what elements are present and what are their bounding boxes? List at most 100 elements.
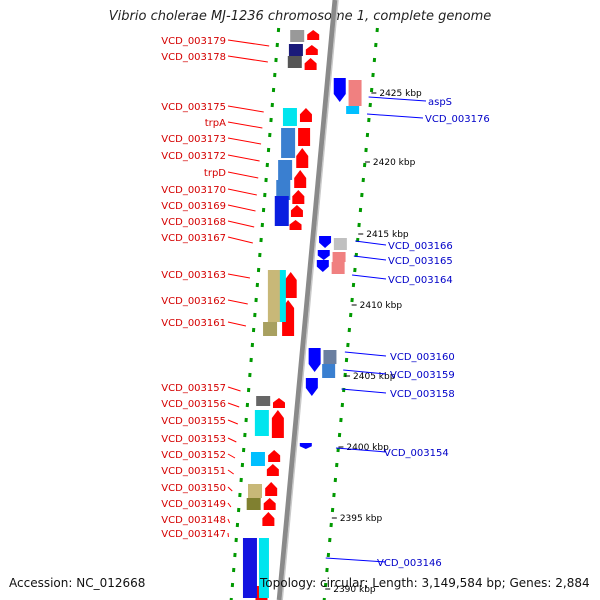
reverse-gene bbox=[333, 238, 347, 250]
left-leader-line bbox=[227, 299, 248, 305]
stats-text: Topology: circular; Length: 3,149,584 bp… bbox=[260, 576, 590, 590]
left-gene-label: VCD_003147 bbox=[161, 529, 226, 540]
left-gene-label: VCD_003161 bbox=[161, 318, 226, 329]
left-leader-line bbox=[227, 437, 237, 443]
left-leader-line bbox=[227, 55, 268, 63]
reverse-gene bbox=[308, 348, 321, 372]
right-leader-line bbox=[344, 351, 387, 357]
right-leader-line bbox=[353, 255, 387, 261]
right-leader-line bbox=[325, 557, 387, 563]
reverse-gene bbox=[346, 106, 360, 114]
right-gene-label: VCD_003176 bbox=[425, 114, 490, 125]
forward-gene bbox=[266, 464, 279, 476]
forward-gene bbox=[274, 196, 289, 226]
forward-gene bbox=[278, 160, 293, 180]
right-gene-label: VCD_003165 bbox=[388, 256, 453, 267]
forward-gene bbox=[267, 270, 282, 322]
accession-text: Accession: NC_012668 bbox=[9, 576, 146, 590]
left-leader-line bbox=[227, 419, 238, 425]
forward-gene bbox=[276, 180, 291, 200]
left-leader-line bbox=[227, 321, 247, 327]
backbone-highlight bbox=[281, 0, 339, 600]
left-leader-line bbox=[227, 273, 251, 279]
right-gene-label: VCD_003158 bbox=[390, 389, 455, 400]
left-leader-line bbox=[227, 518, 231, 524]
kbp-label: 2420 kbp bbox=[373, 158, 416, 168]
left-leader-line bbox=[227, 402, 240, 408]
forward-gene bbox=[268, 450, 281, 462]
forward-gene bbox=[254, 410, 269, 436]
forward-gene bbox=[246, 498, 261, 510]
reverse-gene bbox=[348, 80, 362, 106]
left-gene-label: VCD_003170 bbox=[161, 185, 226, 196]
left-gene-label: VCD_003153 bbox=[161, 434, 226, 445]
kbp-label: 2415 kbp bbox=[366, 230, 409, 240]
left-leader-line bbox=[227, 105, 264, 113]
forward-gene bbox=[287, 56, 302, 68]
forward-gene bbox=[250, 452, 265, 466]
forward-gene bbox=[265, 482, 278, 496]
forward-gene bbox=[247, 484, 262, 498]
kbp-label: 2405 kbp bbox=[353, 372, 396, 382]
left-gene-label: VCD_003179 bbox=[161, 36, 226, 47]
left-gene-label: VCD_003150 bbox=[161, 483, 226, 494]
right-gene-label: VCD_003154 bbox=[384, 448, 449, 459]
left-leader-line bbox=[227, 39, 270, 47]
right-leader-line bbox=[366, 113, 424, 119]
left-leader-line bbox=[227, 204, 256, 212]
forward-gene bbox=[272, 398, 285, 408]
right-leader-line bbox=[355, 240, 387, 246]
left-leader-line bbox=[227, 171, 259, 179]
reverse-gene bbox=[319, 236, 332, 248]
left-gene-label: VCD_003157 bbox=[161, 383, 226, 394]
right-gene-label: VCD_003166 bbox=[388, 241, 453, 252]
forward-gene bbox=[282, 108, 297, 126]
forward-gene bbox=[258, 538, 269, 598]
left-leader-line bbox=[227, 188, 257, 196]
map-title: Vibrio cholerae MJ-1236 chromosome 1, co… bbox=[108, 9, 492, 24]
left-leader-line bbox=[227, 453, 236, 459]
right-gene-label: VCD_003146 bbox=[377, 558, 442, 569]
forward-gene bbox=[299, 108, 312, 122]
left-gene-label: VCD_003156 bbox=[161, 399, 226, 410]
forward-gene bbox=[307, 30, 320, 40]
left-gene-label: VCD_003149 bbox=[161, 499, 226, 510]
right-leader-line bbox=[351, 274, 387, 280]
left-leader-line bbox=[227, 236, 253, 244]
left-gene-label: VCD_003169 bbox=[161, 201, 226, 212]
left-leader-line bbox=[227, 469, 234, 475]
forward-gene bbox=[242, 538, 257, 598]
reverse-gene bbox=[323, 350, 337, 364]
forward-gene bbox=[304, 58, 317, 70]
right-gene-label: VCD_003159 bbox=[390, 370, 455, 381]
reverse-gene bbox=[331, 262, 345, 274]
forward-gene bbox=[288, 44, 303, 56]
backbone-line bbox=[276, 0, 338, 600]
kbp-label: 2390 kbp bbox=[333, 585, 376, 595]
left-gene-label: VCD_003172 bbox=[161, 151, 226, 162]
left-gene-label: VCD_003151 bbox=[161, 466, 226, 477]
right-gene-label: aspS bbox=[428, 97, 452, 108]
forward-gene bbox=[284, 272, 297, 298]
kbp-label: 2395 kbp bbox=[340, 514, 383, 524]
reverse-gene bbox=[316, 260, 329, 272]
reverse-gene bbox=[317, 250, 330, 260]
forward-gene bbox=[263, 322, 278, 336]
left-gene-label: trpD bbox=[204, 168, 226, 179]
left-gene-label: trpA bbox=[205, 118, 226, 129]
forward-gene bbox=[294, 170, 307, 188]
kbp-label: 2425 kbp bbox=[379, 89, 422, 99]
right-leader-line bbox=[341, 388, 387, 394]
forward-gene bbox=[256, 396, 271, 406]
forward-gene bbox=[289, 220, 302, 230]
left-gene-label: VCD_003167 bbox=[161, 233, 226, 244]
right-gene-label: VCD_003164 bbox=[388, 275, 453, 286]
forward-gene bbox=[262, 512, 275, 526]
left-gene-label: VCD_003162 bbox=[161, 296, 226, 307]
right-leader-line bbox=[335, 447, 387, 453]
left-gene-label: VCD_003163 bbox=[161, 270, 226, 281]
forward-gene bbox=[305, 45, 318, 55]
forward-gene bbox=[292, 190, 305, 204]
reverse-gene bbox=[332, 252, 346, 262]
